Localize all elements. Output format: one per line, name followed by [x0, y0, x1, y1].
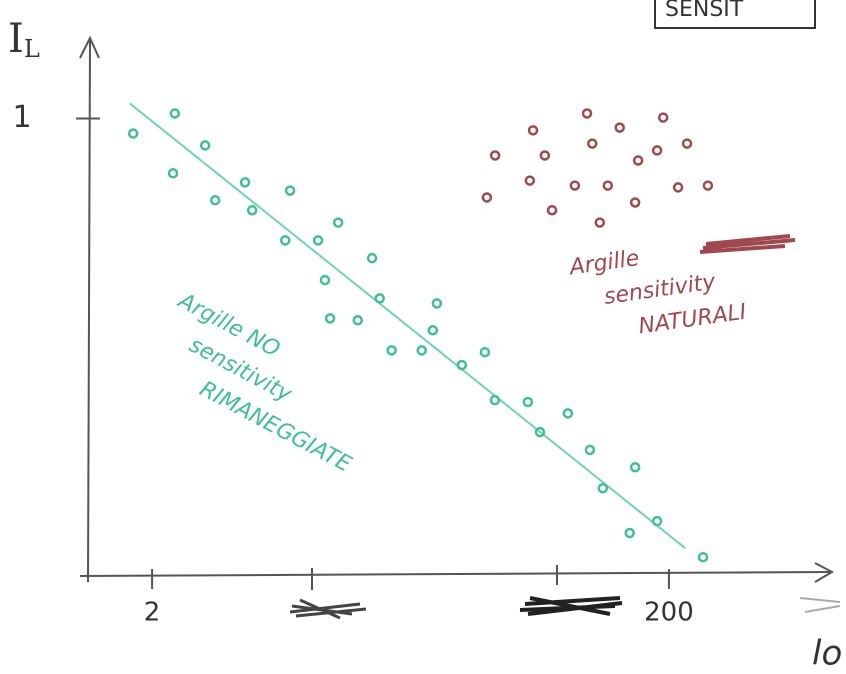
data-point — [418, 346, 426, 354]
data-point — [541, 151, 549, 159]
data-point — [326, 314, 334, 322]
data-point — [634, 156, 642, 164]
x-axis — [80, 572, 830, 576]
data-point — [368, 254, 376, 262]
data-point — [626, 529, 634, 537]
data-point — [248, 206, 256, 214]
data-point — [491, 396, 499, 404]
data-point — [699, 553, 707, 561]
data-point — [491, 151, 499, 159]
data-point — [659, 114, 667, 122]
data-point — [529, 126, 537, 134]
data-point — [388, 346, 396, 354]
data-point — [286, 187, 294, 195]
data-point — [376, 294, 384, 302]
top-note: SENSIT — [665, 0, 744, 22]
scribble — [700, 236, 795, 252]
data-point — [674, 183, 682, 191]
data-point — [321, 276, 329, 284]
data-point — [588, 140, 596, 148]
x-tick-label: 2 — [144, 598, 161, 628]
y-tick-label: 1 — [12, 100, 31, 135]
data-point — [201, 141, 209, 149]
x-axis-label: lo — [812, 634, 842, 674]
data-point — [586, 446, 594, 454]
scribble — [520, 598, 622, 614]
data-point — [211, 196, 219, 204]
data-point — [354, 316, 362, 324]
annotation-text: NATURALI — [637, 300, 748, 340]
data-point — [548, 206, 556, 214]
data-point — [458, 361, 466, 369]
data-point — [169, 169, 177, 177]
data-point — [241, 178, 249, 186]
data-point — [524, 398, 532, 406]
data-point — [571, 182, 579, 190]
scribble — [800, 598, 840, 612]
data-point — [483, 193, 491, 201]
data-point — [481, 348, 489, 356]
x-tick-label: 200 — [644, 598, 694, 628]
y-label-main: I — [8, 16, 24, 62]
y-axis — [88, 40, 90, 582]
data-point — [604, 182, 612, 190]
data-point — [616, 124, 624, 132]
data-point — [526, 177, 534, 185]
data-point — [129, 130, 137, 138]
data-point — [599, 484, 607, 492]
data-point — [433, 299, 441, 307]
data-point — [653, 146, 661, 154]
data-point — [631, 198, 639, 206]
data-point — [704, 182, 712, 190]
data-point — [596, 219, 604, 227]
data-point — [171, 109, 179, 117]
y-label-sub: L — [24, 35, 40, 63]
data-point — [429, 326, 437, 334]
data-point — [631, 463, 639, 471]
data-point — [583, 109, 591, 117]
page: SENSIT IL lo 2 200 1 Argille NOsensitivityR… — [0, 0, 846, 674]
y-axis-label: IL — [8, 16, 40, 63]
data-point — [564, 409, 572, 417]
data-point — [334, 219, 342, 227]
data-point — [653, 517, 661, 525]
data-point — [314, 236, 322, 244]
annotation-text: sensitivity — [603, 270, 718, 310]
chart: SENSIT IL lo 2 200 1 Argille NOsensitivityR… — [0, 0, 846, 674]
data-point — [281, 236, 289, 244]
scribble — [290, 600, 366, 618]
annotation-text: Argille — [566, 246, 641, 281]
data-point — [683, 140, 691, 148]
